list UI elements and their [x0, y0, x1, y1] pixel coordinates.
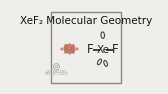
Ellipse shape [65, 49, 71, 53]
Circle shape [69, 48, 70, 50]
Text: F: F [87, 43, 94, 56]
FancyBboxPatch shape [51, 12, 121, 83]
Circle shape [76, 48, 78, 50]
Ellipse shape [68, 45, 74, 49]
Circle shape [69, 48, 70, 49]
Ellipse shape [65, 44, 71, 49]
Ellipse shape [71, 45, 75, 53]
Text: GEOMETRY: GEOMETRY [46, 70, 67, 74]
Text: XeF₂ Molecular Geometry: XeF₂ Molecular Geometry [20, 16, 152, 26]
Text: G: G [55, 65, 58, 69]
Ellipse shape [68, 49, 74, 54]
Ellipse shape [64, 45, 68, 53]
Text: MOLECULES: MOLECULES [45, 72, 68, 76]
Text: F: F [112, 43, 118, 56]
Circle shape [61, 48, 62, 49]
Text: Xe: Xe [96, 45, 109, 55]
Circle shape [61, 48, 62, 50]
